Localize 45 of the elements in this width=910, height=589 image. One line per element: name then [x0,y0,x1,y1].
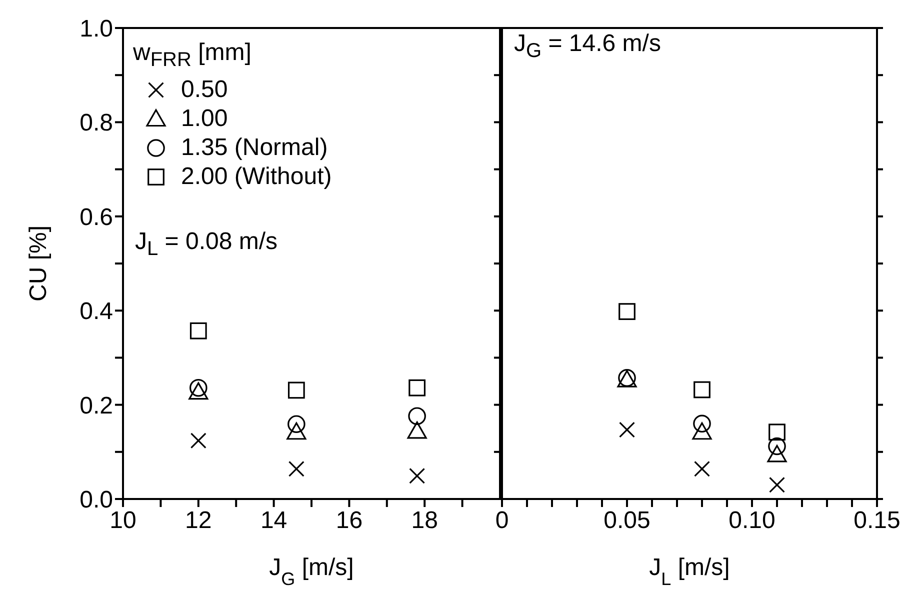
point [188,382,208,400]
point [288,460,304,477]
x-tick-label: 0.10 [728,507,776,534]
x-tick-label: 0 [495,507,509,534]
point [408,407,426,426]
x-tick-label: 0.15 [854,507,900,534]
point [769,476,785,493]
x-axis-title: J$_{L}$ [m/s] [649,554,730,589]
legend-title: w$_{FRR}$ [mm] [133,38,252,73]
point [190,322,207,340]
x-tick-label: 0.05 [604,507,650,534]
y-tick-label: 0.8 [80,110,113,137]
point [409,468,426,484]
legend-label: 0.50 [181,76,228,103]
point [408,379,426,396]
y-tick-label: 0.6 [80,204,113,231]
legend-label: 2.00 (Without) [181,162,332,190]
point [768,437,786,456]
x-tick-label: 16 [336,507,363,534]
point [288,382,305,399]
point [190,378,208,397]
point [190,432,206,449]
legend-label: 1.00 [181,104,228,132]
x-tick-label: 14 [260,507,288,534]
point [694,381,710,398]
point [694,460,710,477]
y-tick-label: 0.2 [80,392,113,420]
point [407,421,427,439]
annotation: J$_{L}$ = 0.08 m/s [135,228,278,261]
legend-label: 1.35 (Normal) [181,134,328,161]
point [618,303,636,320]
y-axis-title: CU [%] [25,225,52,302]
x-axis-title: J$_{G}$ [m/s] [269,554,354,589]
point [619,422,635,438]
point [286,422,306,440]
point [692,422,712,440]
x-tick-label: 12 [185,507,212,534]
y-tick-label: 0.4 [80,298,113,326]
point [767,444,787,462]
point [288,415,306,434]
point [693,414,711,433]
x-tick-label: 18 [411,507,438,534]
point [768,424,786,441]
annotation: J$_{G}$ = 14.6 m/s [514,30,661,63]
y-tick-label: 1.0 [80,16,113,43]
